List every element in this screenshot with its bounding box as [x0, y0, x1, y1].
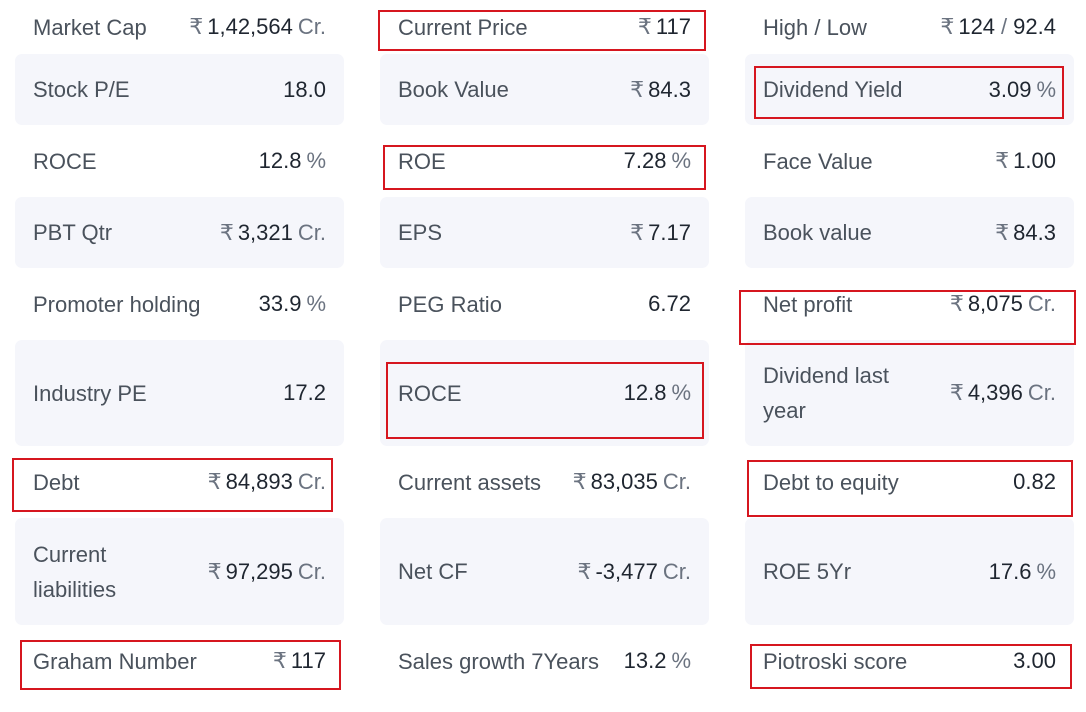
ratio-name: ROE — [398, 148, 446, 174]
ratio-name: ROCE — [398, 380, 462, 406]
ratio-stock-pe: Stock P/E 18.0 — [15, 54, 344, 125]
ratio-name: Sales growth 7Years — [398, 648, 599, 674]
ratio-face-value: Face Value ₹1.00 — [745, 125, 1074, 197]
ratio-name: Current assets — [398, 469, 542, 495]
ratio-value: 3.00 — [1013, 648, 1056, 673]
ratio-value: ₹83,035 Cr. — [572, 469, 691, 494]
ratio-value: 18.0 — [283, 76, 326, 102]
ratio-current-price: Current Price ₹117 — [380, 0, 709, 54]
ratio-value: 7.28% — [623, 148, 691, 173]
ratio-value: ₹ -3,477 Cr. — [577, 558, 691, 584]
ratio-industry-pe: Industry PE 17.2 — [15, 340, 344, 446]
ratio-value: ₹3,321 Cr. — [219, 219, 326, 245]
ratio-graham-number: Graham Number ₹117 — [15, 625, 344, 697]
ratio-promoter-holding: Promoter holding 33.9% — [15, 268, 344, 340]
ratio-net-profit: Net profit ₹8,075 Cr. — [745, 268, 1074, 340]
ratio-book-value: Book Value ₹84.3 — [380, 54, 709, 125]
ratio-current-assets: Current assets ₹83,035 Cr. — [380, 446, 709, 518]
ratio-value: 12.8% — [623, 380, 691, 405]
ratio-dividend-last-year: Dividend last year ₹4,396 Cr. — [745, 340, 1074, 446]
ratio-value: 17.6% — [988, 558, 1056, 584]
ratio-name: Dividend last year — [763, 363, 889, 423]
ratio-name: Face Value — [763, 148, 873, 174]
ratio-value: 0.82 — [1013, 469, 1056, 494]
ratio-name: Promoter holding — [33, 291, 201, 317]
ratio-value: 12.8% — [258, 148, 326, 173]
ratio-name: Net profit — [763, 291, 853, 317]
ratio-name: Net CF — [398, 559, 468, 584]
ratio-name: Debt — [33, 469, 80, 495]
ratio-name: PEG Ratio — [398, 291, 502, 317]
top-ratios-grid: Market Cap ₹1,42,564 Cr. Current Price ₹1… — [15, 0, 1075, 697]
ratio-name: High / Low — [763, 14, 867, 40]
ratio-name: PBT Qtr — [33, 220, 113, 245]
ratio-value: 13.2% — [623, 648, 691, 673]
ratio-value: 33.9% — [258, 291, 326, 316]
ratio-piotroski-score: Piotroski score 3.00 — [745, 625, 1074, 697]
ratio-name: EPS — [398, 220, 443, 245]
ratio-value: ₹7.17 — [630, 219, 691, 245]
ratio-name: Debt to equity — [763, 469, 899, 495]
ratio-value: ₹84,893 Cr. — [207, 469, 326, 494]
ratio-roce-2: ROCE 12.8% — [380, 340, 709, 446]
ratio-value: 17.2 — [283, 380, 326, 405]
ratio-roe-5yr: ROE 5Yr 17.6% — [745, 518, 1074, 625]
ratio-name: Current liabilities — [33, 541, 117, 602]
ratio-name: Market Cap — [33, 14, 147, 40]
ratio-pbt-qtr: PBT Qtr ₹3,321 Cr. — [15, 197, 344, 268]
ratio-value: ₹4,396 Cr. — [949, 380, 1056, 405]
ratio-name: Graham Number — [33, 648, 197, 674]
ratio-value: ₹117 — [637, 14, 691, 39]
ratio-name: Industry PE — [33, 380, 147, 406]
ratio-book-value-2: Book value ₹84.3 — [745, 197, 1074, 268]
ratio-market-cap: Market Cap ₹1,42,564 Cr. — [15, 0, 344, 54]
ratio-value: ₹124/92.4 — [940, 14, 1056, 39]
ratio-value: ₹1,42,564 Cr. — [189, 14, 326, 39]
ratio-value: 3.09% — [988, 76, 1056, 102]
ratio-name: Piotroski score — [763, 648, 908, 674]
ratio-name: Current Price — [398, 14, 528, 40]
ratio-roce: ROCE 12.8% — [15, 125, 344, 197]
ratio-name: Book value — [763, 220, 872, 245]
ratio-net-cf: Net CF ₹ -3,477 Cr. — [380, 518, 709, 625]
ratio-value: ₹8,075 Cr. — [949, 291, 1056, 316]
ratio-name: Book Value — [398, 77, 509, 102]
ratio-dividend-yield: Dividend Yield 3.09% — [745, 54, 1074, 125]
ratio-name: ROE 5Yr — [763, 559, 852, 584]
ratio-value: ₹84.3 — [630, 76, 691, 102]
ratio-name: Stock P/E — [33, 77, 130, 102]
ratio-sales-growth-7years: Sales growth 7Years 13.2% — [380, 625, 709, 697]
ratio-value: ₹117 — [272, 648, 326, 673]
ratio-high-low: High / Low ₹124/92.4 — [745, 0, 1074, 54]
ratio-debt-to-equity: Debt to equity 0.82 — [745, 446, 1074, 518]
ratio-peg-ratio: PEG Ratio 6.72 — [380, 268, 709, 340]
ratio-name: ROCE — [33, 148, 97, 174]
ratio-roe: ROE 7.28% — [380, 125, 709, 197]
ratio-name: Dividend Yield — [763, 77, 903, 102]
ratio-value: ₹84.3 — [995, 219, 1056, 245]
ratio-value: ₹97,295 Cr. — [207, 558, 326, 584]
ratio-eps: EPS ₹7.17 — [380, 197, 709, 268]
ratio-debt: Debt ₹84,893 Cr. — [15, 446, 344, 518]
ratio-current-liabilities: Current liabilities ₹97,295 Cr. — [15, 518, 344, 625]
ratio-value: 6.72 — [648, 291, 691, 316]
ratio-value: ₹1.00 — [995, 148, 1056, 173]
